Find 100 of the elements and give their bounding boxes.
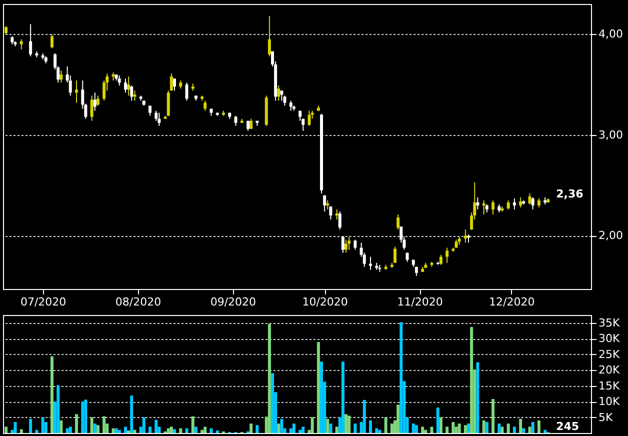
candlestick [133, 90, 136, 102]
bar [191, 416, 194, 433]
candlestick [298, 110, 302, 122]
candlestick [464, 229, 467, 244]
bar [467, 424, 470, 433]
bar [292, 424, 296, 433]
bar [90, 417, 94, 433]
bar [166, 428, 170, 433]
bar [194, 426, 198, 433]
bar [512, 426, 516, 433]
y-tick-label: 4,00 [598, 28, 623, 41]
candlestick [234, 115, 238, 126]
candlestick [60, 70, 63, 84]
bar [354, 424, 357, 433]
bar [310, 417, 314, 433]
bar [142, 417, 146, 433]
candlestick [75, 80, 78, 104]
bar [268, 324, 271, 433]
bar [446, 426, 449, 433]
bar [56, 385, 60, 433]
bar [528, 426, 532, 433]
x-tick-label: 11/2020 [397, 296, 443, 308]
bar [102, 416, 106, 433]
candlestick [537, 198, 540, 208]
bar [60, 420, 63, 433]
bar [492, 399, 494, 433]
bar [498, 424, 501, 433]
bar [326, 418, 330, 433]
bar [544, 430, 547, 433]
bar [348, 416, 351, 433]
candlestick [369, 256, 372, 270]
bar [179, 428, 182, 433]
bar [531, 422, 534, 433]
bar [320, 362, 323, 433]
candlestick [93, 92, 96, 112]
bar [75, 414, 78, 433]
bar [458, 424, 461, 433]
candlestick [354, 239, 357, 250]
y-tick-label: 3,00 [598, 128, 623, 142]
candlestick [20, 38, 23, 50]
bar [400, 322, 403, 433]
bar [50, 356, 54, 433]
candlestick [283, 95, 286, 106]
bar [35, 430, 38, 433]
candlestick [250, 118, 253, 130]
candlestick [344, 239, 348, 254]
y-tick-label: 15K [598, 379, 620, 392]
bar [436, 408, 440, 433]
bar [335, 426, 338, 433]
candlestick [96, 95, 100, 106]
x-tick-label: 09/2020 [210, 296, 256, 308]
bar [329, 424, 332, 433]
bar [280, 418, 284, 433]
candlestick [394, 246, 396, 264]
bar [396, 404, 400, 433]
bar [114, 428, 118, 433]
bar [271, 373, 274, 433]
candlestick [158, 112, 161, 126]
bar [96, 425, 100, 433]
candlestick [329, 206, 332, 220]
bar [522, 428, 526, 433]
bar [127, 430, 130, 433]
bar [341, 362, 344, 433]
x-tick-label: 10/2020 [302, 296, 348, 308]
bar [316, 342, 320, 433]
bar [378, 430, 382, 433]
candlestick [148, 105, 152, 116]
bar [29, 418, 32, 433]
y-tick-label: 2,00 [598, 229, 623, 242]
bar [41, 417, 44, 433]
candlestick [308, 110, 311, 126]
candlestick [90, 95, 94, 122]
y-tick-label: 20K [598, 364, 620, 377]
annotation: 2,36 [556, 187, 584, 200]
candlestick [280, 90, 284, 102]
bar [66, 428, 69, 433]
candlestick [482, 200, 486, 215]
candlestick [323, 194, 326, 212]
candlestick [118, 75, 121, 86]
bar [277, 424, 280, 433]
bar [390, 424, 394, 433]
candlestick [124, 78, 127, 94]
y-tick-label: 10K [598, 395, 620, 408]
candlestick [166, 90, 170, 116]
bar [344, 414, 348, 433]
candlestick [289, 100, 292, 112]
candlestick [277, 85, 280, 102]
bar [452, 422, 455, 433]
candlestick [338, 210, 342, 230]
bar [430, 426, 434, 433]
candlestick [204, 100, 207, 112]
bar [302, 426, 305, 433]
candlestick [446, 247, 449, 264]
bar [250, 424, 253, 433]
candlestick [406, 252, 409, 262]
bar [20, 429, 23, 433]
y-tick-label: 25K [598, 348, 620, 361]
bar [118, 430, 121, 433]
bar [84, 400, 88, 433]
bar [81, 402, 84, 433]
